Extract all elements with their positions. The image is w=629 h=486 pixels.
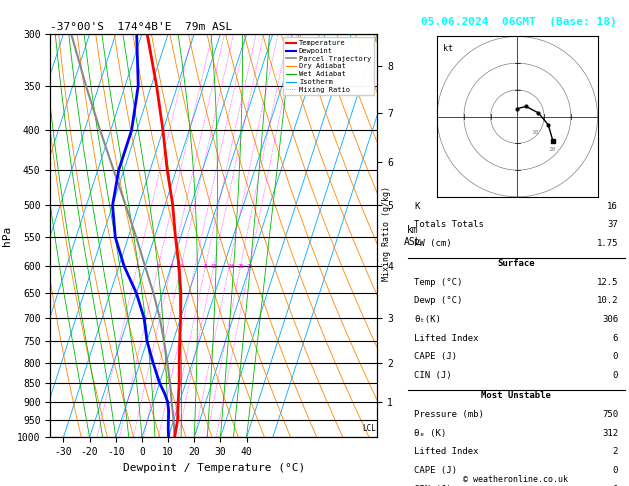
- Text: 16: 16: [228, 264, 235, 269]
- Text: 10: 10: [531, 130, 538, 135]
- Y-axis label: hPa: hPa: [1, 226, 11, 246]
- Text: 2: 2: [157, 264, 160, 269]
- Text: -37°00'S  174°4B'E  79m ASL: -37°00'S 174°4B'E 79m ASL: [50, 22, 233, 32]
- Y-axis label: km
ASL: km ASL: [404, 225, 421, 246]
- Text: Totals Totals: Totals Totals: [414, 220, 484, 229]
- Text: 25: 25: [246, 264, 253, 269]
- Text: 306: 306: [602, 315, 618, 324]
- Text: 0: 0: [613, 466, 618, 475]
- Text: Pressure (mb): Pressure (mb): [414, 410, 484, 419]
- Text: 3: 3: [170, 264, 173, 269]
- Text: 0: 0: [613, 371, 618, 380]
- Text: 4: 4: [179, 264, 182, 269]
- Text: © weatheronline.co.uk: © weatheronline.co.uk: [464, 474, 568, 484]
- Text: 0: 0: [613, 352, 618, 362]
- Text: CIN (J): CIN (J): [414, 485, 452, 486]
- Text: 20: 20: [548, 147, 556, 153]
- Text: K: K: [414, 202, 420, 211]
- Text: CIN (J): CIN (J): [414, 371, 452, 380]
- Text: Dewp (°C): Dewp (°C): [414, 296, 462, 305]
- Text: Mixing Ratio (g/kg): Mixing Ratio (g/kg): [382, 186, 391, 281]
- Text: 750: 750: [602, 410, 618, 419]
- Text: 312: 312: [602, 429, 618, 437]
- Text: 16: 16: [608, 202, 618, 211]
- Text: Surface: Surface: [498, 259, 535, 268]
- Text: Most Unstable: Most Unstable: [481, 391, 551, 400]
- Text: 8: 8: [204, 264, 207, 269]
- Text: 12.5: 12.5: [596, 278, 618, 287]
- Text: 6: 6: [613, 334, 618, 343]
- Legend: Temperature, Dewpoint, Parcel Trajectory, Dry Adiabat, Wet Adiabat, Isotherm, Mi: Temperature, Dewpoint, Parcel Trajectory…: [283, 37, 374, 95]
- Text: CAPE (J): CAPE (J): [414, 352, 457, 362]
- Text: Temp (°C): Temp (°C): [414, 278, 462, 287]
- Text: θₜ(K): θₜ(K): [414, 315, 441, 324]
- X-axis label: Dewpoint / Temperature (°C): Dewpoint / Temperature (°C): [123, 463, 305, 473]
- Text: 0: 0: [613, 485, 618, 486]
- Text: Lifted Index: Lifted Index: [414, 447, 479, 456]
- Text: Lifted Index: Lifted Index: [414, 334, 479, 343]
- Text: 10: 10: [211, 264, 217, 269]
- Text: PW (cm): PW (cm): [414, 239, 452, 248]
- Text: 2: 2: [613, 447, 618, 456]
- Text: kt: kt: [443, 45, 452, 53]
- Text: θₑ (K): θₑ (K): [414, 429, 447, 437]
- Text: CAPE (J): CAPE (J): [414, 466, 457, 475]
- Text: 1.75: 1.75: [596, 239, 618, 248]
- Text: LCL: LCL: [362, 424, 376, 434]
- Text: 05.06.2024  06GMT  (Base: 18): 05.06.2024 06GMT (Base: 18): [421, 17, 617, 27]
- Text: 1: 1: [135, 264, 139, 269]
- Text: 37: 37: [608, 220, 618, 229]
- Text: 10.2: 10.2: [596, 296, 618, 305]
- Text: 20: 20: [237, 264, 243, 269]
